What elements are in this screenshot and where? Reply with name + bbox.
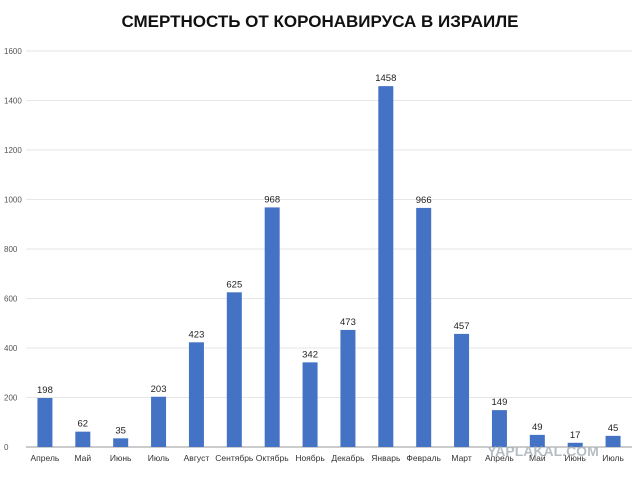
- x-tick-label: Июнь: [564, 453, 586, 463]
- x-tick-label: Декабрь: [331, 453, 365, 463]
- x-tick-label: Январь: [371, 453, 401, 463]
- y-tick-label: 1000: [4, 196, 22, 205]
- x-tick-label: Июль: [148, 453, 170, 463]
- y-tick-label: 400: [4, 344, 18, 353]
- data-label: 966: [416, 195, 432, 206]
- y-tick-label: 600: [4, 295, 18, 304]
- data-label: 17: [570, 430, 581, 441]
- watermark: YAPLAKAL.COM: [487, 443, 599, 459]
- data-label: 342: [302, 349, 318, 360]
- data-label: 45: [608, 423, 619, 434]
- data-label: 149: [492, 397, 508, 408]
- gridlines: [26, 50, 632, 448]
- data-label: 457: [454, 321, 470, 332]
- x-tick-label: Май: [529, 453, 546, 463]
- bar: [340, 329, 356, 447]
- x-tick-label: Июль: [602, 453, 624, 463]
- data-label: 203: [151, 384, 167, 395]
- x-tick-label: Ноябрь: [295, 453, 325, 463]
- y-tick-label: 1400: [4, 97, 22, 106]
- data-label: 423: [189, 329, 205, 340]
- data-label: 1458: [375, 73, 396, 84]
- x-tick-label: Апрель: [485, 453, 514, 463]
- bar: [226, 292, 242, 447]
- bar: [264, 207, 280, 447]
- bars: [37, 86, 621, 448]
- x-tick-label: Апрель: [31, 453, 60, 463]
- y-tick-label: 1600: [4, 47, 22, 56]
- bar: [454, 333, 470, 447]
- bar: [491, 410, 507, 447]
- chart-title: СМЕРТНОСТЬ ОТ КОРОНАВИРУСА В ИЗРАИЛЕ: [121, 12, 518, 31]
- bar: [416, 207, 432, 447]
- y-tick-label: 1200: [4, 146, 22, 155]
- x-tick-label: Сентябрь: [215, 453, 254, 463]
- bar: [529, 434, 545, 447]
- y-tick-label: 200: [4, 394, 18, 403]
- data-labels: 198 62 35 203 423 625 968 342 473 1458 966 457 149 49…: [37, 73, 618, 441]
- data-label: 198: [37, 385, 53, 396]
- data-label: 625: [226, 279, 242, 290]
- x-tick-label: Март: [451, 453, 471, 463]
- bar: [567, 442, 583, 447]
- data-label: 62: [78, 419, 89, 430]
- x-tick-label: Февраль: [406, 453, 441, 463]
- bar: [75, 431, 91, 447]
- data-label: 49: [532, 422, 543, 433]
- x-tick-label: Июнь: [110, 453, 132, 463]
- x-axis-ticks: Апрель Май Июнь Июль Август Сентябрь Октябрь Но…: [31, 453, 625, 463]
- x-tick-label: Октябрь: [256, 453, 290, 463]
- bar: [302, 362, 318, 447]
- y-tick-label: 0: [4, 443, 9, 452]
- bar: [37, 397, 53, 447]
- bar: [113, 438, 129, 447]
- x-tick-label: Май: [74, 453, 91, 463]
- bar: [378, 86, 394, 448]
- y-tick-label: 800: [4, 245, 18, 254]
- bar: [605, 435, 621, 447]
- x-tick-label: Август: [184, 453, 210, 463]
- y-axis-ticks: 0 200 400 600 800 1000 1200 1400 1600: [4, 47, 22, 452]
- bar: [151, 396, 167, 447]
- data-label: 35: [115, 425, 126, 436]
- bar: [188, 342, 204, 447]
- data-label: 473: [340, 317, 356, 328]
- data-label: 968: [264, 194, 280, 205]
